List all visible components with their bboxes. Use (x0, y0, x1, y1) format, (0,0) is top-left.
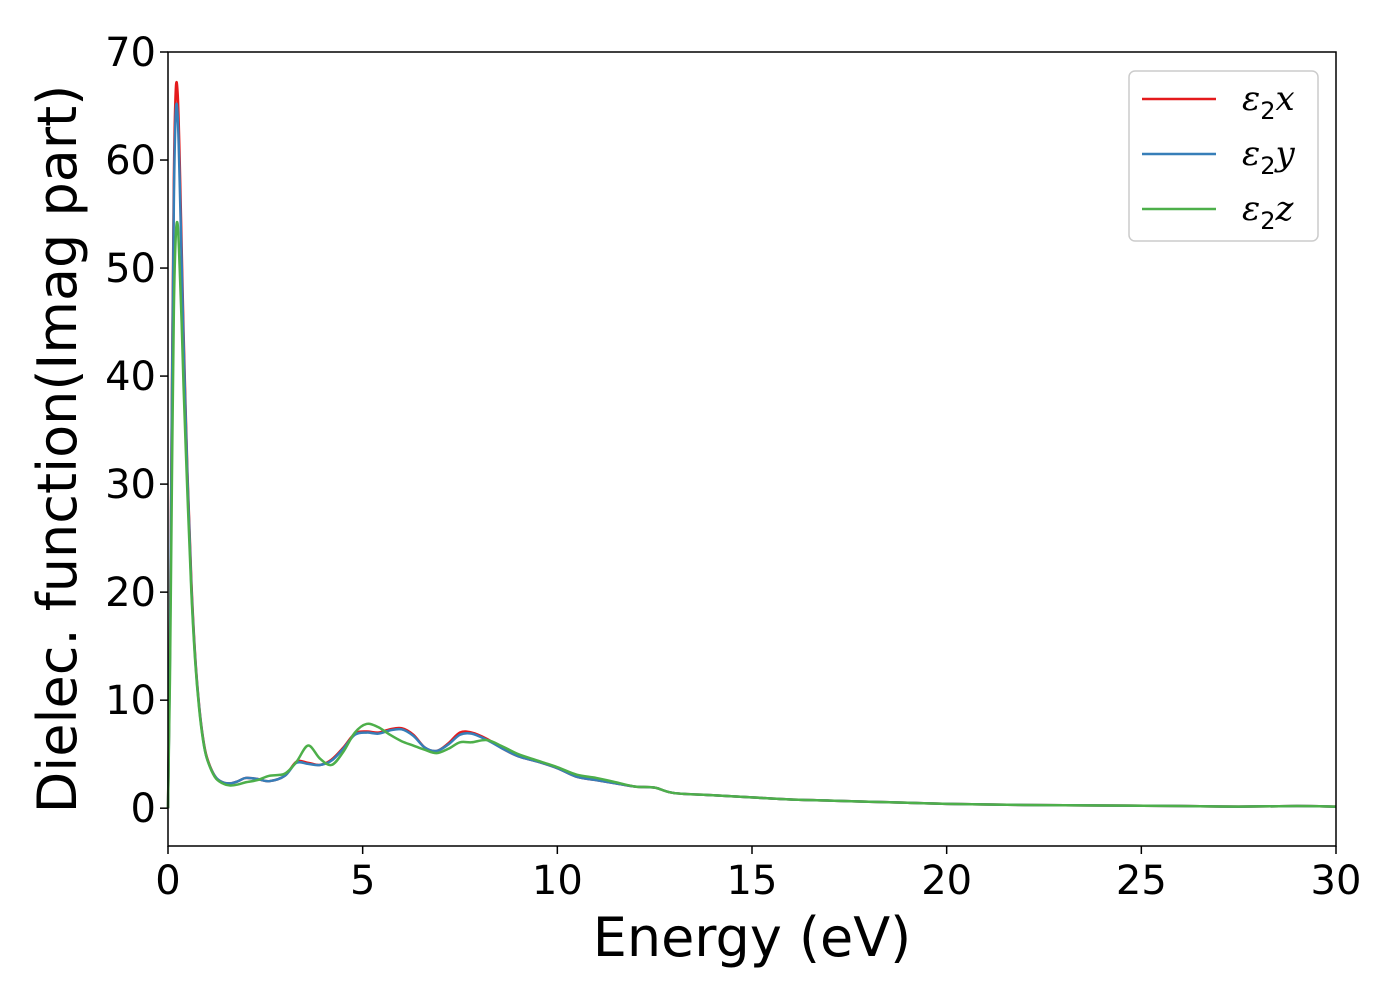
x-tick-label: 15 (727, 858, 778, 904)
y-tick-label: 30 (105, 462, 156, 508)
x-tick-label: 5 (350, 858, 375, 904)
x-tick-label: 25 (1116, 858, 1167, 904)
legend-label-2: ε2z (1242, 189, 1295, 235)
y-axis-ticks: 0 10 20 30 40 50 60 70 (105, 30, 168, 832)
y-tick-label: 0 (131, 786, 156, 832)
legend-label-0: ε2x (1242, 79, 1295, 125)
legend: ε2x ε2y ε2z (1128, 70, 1319, 242)
x-tick-label: 30 (1311, 858, 1362, 904)
series-line-2 (166, 220, 1337, 809)
y-tick-label: 40 (105, 354, 156, 400)
series-layer (166, 80, 1337, 809)
x-tick-label: 20 (921, 858, 972, 904)
x-tick-label: 0 (155, 858, 180, 904)
y-tick-label: 50 (105, 246, 156, 292)
y-tick-label: 10 (105, 678, 156, 724)
y-axis-label: Dielec. function(Imag part) (26, 85, 89, 814)
y-tick-label: 20 (105, 570, 156, 616)
x-axis-ticks: 0 5 10 15 20 25 30 (155, 846, 1361, 904)
y-tick-label: 60 (105, 138, 156, 184)
x-axis-label: Energy (eV) (593, 906, 912, 969)
legend-box (1128, 70, 1319, 242)
legend-entries: ε2x ε2y ε2z (1142, 79, 1296, 235)
x-tick-label: 10 (532, 858, 583, 904)
legend-label-1: ε2y (1242, 134, 1296, 180)
y-tick-label: 70 (105, 30, 156, 76)
